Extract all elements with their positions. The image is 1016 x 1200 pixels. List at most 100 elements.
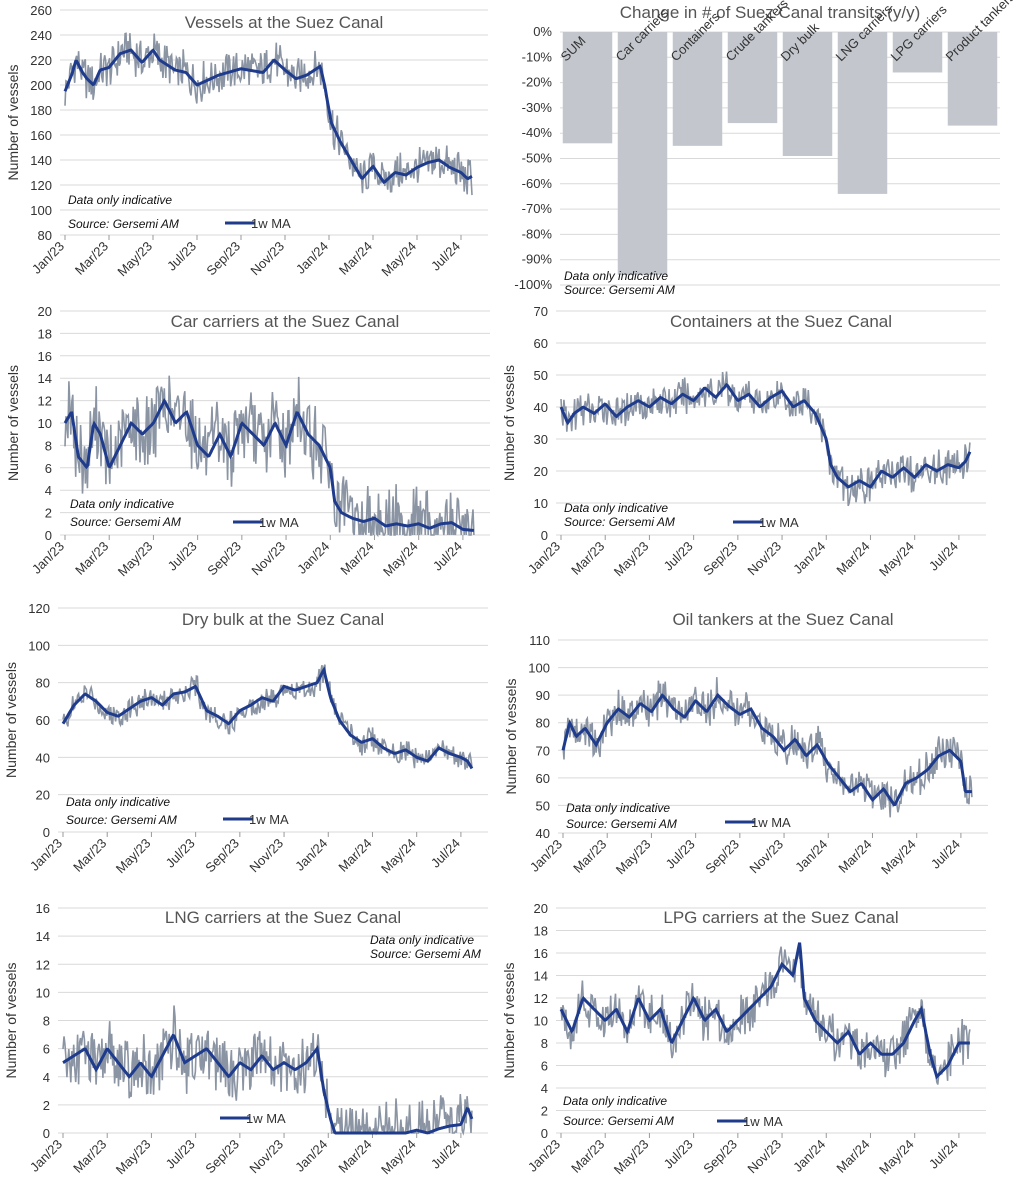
x-tick-label: Nov/23 [247,239,287,279]
series-ma-line [62,1033,474,1135]
bar [837,32,888,194]
x-tick-label: Sep/23 [203,239,243,279]
y-axis-label: Number of vessels [5,365,21,481]
bar [562,32,613,144]
x-tick-label: Mar/23 [72,239,111,278]
x-tick-label: Jul/23 [661,1137,696,1172]
y-tick-label: -30% [522,100,553,115]
y-tick-label: 12 [38,394,52,409]
y-tick-label: 40 [36,750,50,765]
y-tick-label: -20% [522,75,553,90]
y-tick-label: 0 [541,528,548,543]
chart-panel-4: Dry bulk at the Suez Canal 0 20 40 60 80 100 12… [3,601,488,876]
y-tick-label: 6 [45,461,52,476]
x-tick-label: Mar/24 [835,837,874,876]
note-data-indicative: Data only indicative [564,501,668,515]
note-data-indicative: Data only indicative [70,497,174,511]
y-axis-label: Number of vessels [501,963,517,1079]
y-tick-label: 16 [36,901,50,916]
x-tick-label: Jul/24 [428,836,463,871]
y-tick-label: 4 [541,1081,548,1096]
y-tick-label: 12 [36,957,50,972]
series-ma-line [63,48,473,185]
x-tick-label: Jan/23 [525,539,563,577]
x-tick-label: Jul/24 [428,239,463,274]
y-tick-label: 0 [45,528,52,543]
x-tick-label: Jan/23 [27,836,65,874]
x-tick-label: May/24 [378,1137,419,1178]
y-tick-label: 120 [30,178,52,193]
y-tick-label: 12 [534,991,548,1006]
y-tick-label: 60 [36,713,50,728]
note-source: Source: Gersemi AM [564,283,675,297]
x-tick-label: Mar/24 [833,539,872,578]
note-source: Source: Gersemi AM [566,817,677,831]
y-tick-label: 100 [30,203,52,218]
chart-panel-0: Vessels at the Suez Canal 80 100 120 140 160 1… [5,3,488,279]
y-tick-label: 20 [534,901,548,916]
x-tick-label: Jul/23 [163,836,198,871]
x-tick-label: Jan/23 [527,837,565,875]
x-tick-label: May/23 [611,1137,652,1178]
x-tick-label: Jul/24 [926,539,961,574]
series-ma-line [561,692,972,807]
note-source: Source: Gersemi AM [564,515,675,529]
y-tick-label: 70 [534,304,548,319]
x-tick-label: Mar/23 [570,837,609,876]
note-data-indicative: Data only indicative [566,801,670,815]
x-tick-label: Mar/24 [336,239,375,278]
y-tick-label: 50 [534,368,548,383]
chart-panel-2: Car carriers at the Suez Canal 0 2 4 6 8 10 12 1… [5,304,490,579]
x-tick-label: Jul/24 [428,1137,463,1172]
y-tick-label: 10 [534,1014,548,1029]
y-tick-label: 8 [43,1014,50,1029]
y-tick-label: 2 [541,1104,548,1119]
y-tick-label: 40 [536,826,550,841]
x-tick-label: May/24 [380,539,421,580]
y-tick-label: 260 [30,3,52,18]
chart-panel-5: Oil tankers at the Suez Canal 40 50 60 70 80 9… [503,610,988,877]
chart-title: Containers at the Suez Canal [670,312,892,331]
x-tick-label: Sep/23 [700,539,740,579]
y-tick-label: 20 [534,464,548,479]
y-tick-label: 20 [36,788,50,803]
series-ma-line [559,382,972,489]
note-data-indicative: Data only indicative [564,269,668,283]
y-tick-label: -80% [522,226,553,241]
bar [892,32,943,73]
y-tick-label: 0 [541,1126,548,1141]
x-tick-label: Jan/23 [29,539,67,577]
x-tick-label: Mar/24 [337,539,376,578]
y-tick-label: 10 [38,416,52,431]
x-tick-label: Jul/23 [663,837,698,872]
y-tick-label: 14 [38,371,52,386]
series-daily-line [560,371,971,507]
y-tick-label: 6 [541,1059,548,1074]
x-tick-label: May/24 [876,1137,917,1178]
note-source: Source: Gersemi AM [68,217,179,231]
x-tick-label: May/23 [114,239,155,280]
x-tick-label: May/24 [378,239,419,280]
x-tick-label: Nov/23 [744,1137,784,1177]
legend-label: 1w MA [751,815,791,830]
y-tick-label: 8 [45,438,52,453]
y-tick-label: -70% [522,201,553,216]
chart-title: Change in # of Suez Canal transits (y/y) [620,3,920,22]
y-tick-label: 80 [536,716,550,731]
y-tick-label: 140 [30,153,52,168]
chart-panel-6: LNG carriers at the Suez Canal 0 2 4 6 8 10 12 1… [3,901,488,1177]
x-tick-label: Jul/23 [165,539,200,574]
chart-title: LNG carriers at the Suez Canal [165,908,401,927]
note-source: Source: Gersemi AM [66,813,177,827]
bar [672,32,723,146]
y-tick-label: 200 [30,78,52,93]
y-tick-label: 18 [38,326,52,341]
x-tick-label: Mar/24 [335,836,374,875]
x-tick-label: Jul/24 [430,539,465,574]
x-tick-label: Jul/24 [926,1137,961,1172]
x-tick-label: Jul/23 [163,1137,198,1172]
y-axis-label: Number of vessels [5,65,21,181]
y-tick-label: 120 [28,601,50,616]
y-axis-label: Number of vessels [3,963,19,1079]
y-tick-label: 2 [45,506,52,521]
